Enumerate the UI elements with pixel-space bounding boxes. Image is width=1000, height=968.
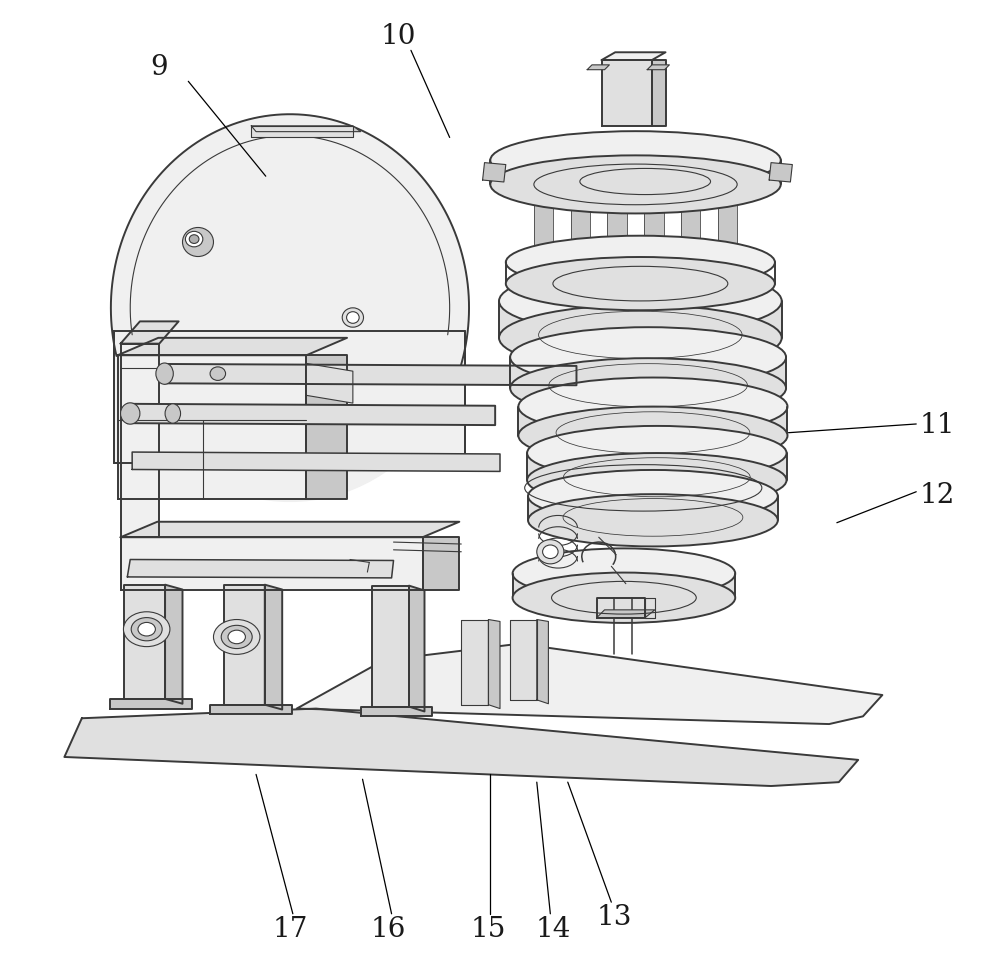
Polygon shape <box>118 355 306 499</box>
Ellipse shape <box>347 312 359 323</box>
Text: 12: 12 <box>920 482 955 509</box>
Polygon shape <box>127 560 394 578</box>
Ellipse shape <box>138 622 155 636</box>
Polygon shape <box>647 65 669 70</box>
Polygon shape <box>165 364 576 385</box>
Ellipse shape <box>506 257 775 311</box>
Ellipse shape <box>510 327 786 387</box>
Polygon shape <box>528 496 778 521</box>
Polygon shape <box>597 597 645 618</box>
Ellipse shape <box>518 378 787 436</box>
Ellipse shape <box>121 403 140 424</box>
Polygon shape <box>251 126 353 137</box>
Text: 11: 11 <box>920 412 955 439</box>
Polygon shape <box>210 705 292 714</box>
Text: 10: 10 <box>381 23 416 50</box>
Polygon shape <box>121 321 179 344</box>
Ellipse shape <box>123 612 170 647</box>
Polygon shape <box>165 585 182 704</box>
Ellipse shape <box>518 407 787 465</box>
Ellipse shape <box>165 404 181 423</box>
Ellipse shape <box>131 618 162 641</box>
Ellipse shape <box>527 453 787 507</box>
Polygon shape <box>297 644 882 724</box>
Polygon shape <box>265 585 282 710</box>
Ellipse shape <box>499 268 782 334</box>
Polygon shape <box>510 357 786 388</box>
Polygon shape <box>118 338 347 355</box>
Ellipse shape <box>513 548 735 598</box>
Polygon shape <box>527 453 787 480</box>
Ellipse shape <box>342 308 364 327</box>
Polygon shape <box>602 60 652 126</box>
Ellipse shape <box>513 572 735 623</box>
Polygon shape <box>607 184 627 271</box>
Polygon shape <box>361 707 432 716</box>
Ellipse shape <box>537 539 564 563</box>
Polygon shape <box>534 184 553 271</box>
Ellipse shape <box>543 545 558 559</box>
Polygon shape <box>64 709 858 786</box>
Polygon shape <box>483 163 506 182</box>
Polygon shape <box>111 114 469 501</box>
Ellipse shape <box>527 426 787 480</box>
Polygon shape <box>587 65 609 70</box>
Ellipse shape <box>210 367 226 380</box>
Text: 16: 16 <box>371 916 406 943</box>
Polygon shape <box>518 407 787 436</box>
Polygon shape <box>121 522 459 537</box>
Polygon shape <box>127 404 495 425</box>
Polygon shape <box>499 301 782 338</box>
Ellipse shape <box>490 132 781 190</box>
Polygon shape <box>645 597 655 618</box>
Ellipse shape <box>528 469 778 523</box>
Ellipse shape <box>510 358 786 418</box>
Ellipse shape <box>506 235 775 288</box>
Polygon shape <box>121 537 423 590</box>
Polygon shape <box>306 363 353 403</box>
Polygon shape <box>224 585 265 705</box>
Ellipse shape <box>228 630 245 644</box>
Polygon shape <box>718 184 737 271</box>
Polygon shape <box>423 537 459 590</box>
Polygon shape <box>124 585 165 699</box>
Text: 14: 14 <box>536 916 571 943</box>
Ellipse shape <box>185 231 203 247</box>
Ellipse shape <box>490 155 781 213</box>
Polygon shape <box>571 184 590 271</box>
Ellipse shape <box>221 625 252 649</box>
Polygon shape <box>681 184 700 271</box>
Polygon shape <box>132 452 500 471</box>
Polygon shape <box>306 355 347 499</box>
Polygon shape <box>644 184 664 271</box>
Polygon shape <box>510 620 537 700</box>
Polygon shape <box>409 586 424 711</box>
Polygon shape <box>114 331 465 463</box>
Polygon shape <box>251 126 361 132</box>
Text: 15: 15 <box>471 916 506 943</box>
Polygon shape <box>513 573 735 597</box>
Polygon shape <box>597 610 655 618</box>
Polygon shape <box>652 60 666 126</box>
Ellipse shape <box>156 363 173 384</box>
Ellipse shape <box>528 494 778 546</box>
Polygon shape <box>602 52 666 60</box>
Text: 9: 9 <box>150 54 168 81</box>
Polygon shape <box>461 620 488 705</box>
Polygon shape <box>537 620 548 704</box>
Text: 17: 17 <box>272 916 308 943</box>
Text: 13: 13 <box>597 904 632 931</box>
Polygon shape <box>121 344 159 537</box>
Ellipse shape <box>213 620 260 654</box>
Ellipse shape <box>182 227 213 257</box>
Ellipse shape <box>499 305 782 371</box>
Polygon shape <box>769 163 792 182</box>
Polygon shape <box>110 699 192 709</box>
Polygon shape <box>488 620 500 709</box>
Polygon shape <box>372 586 409 707</box>
Ellipse shape <box>189 234 199 243</box>
